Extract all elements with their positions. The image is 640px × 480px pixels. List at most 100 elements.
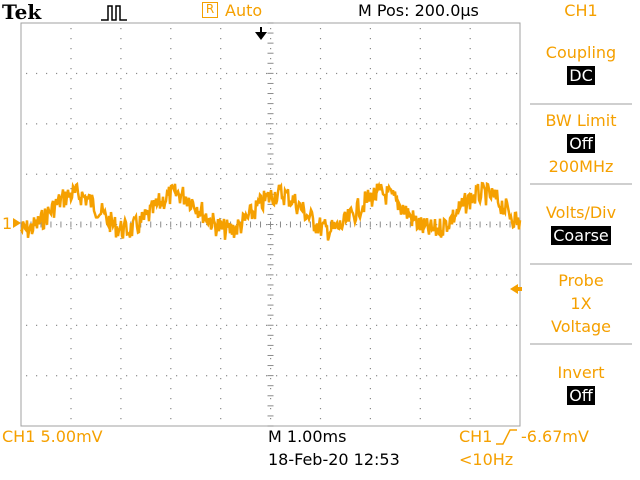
grid-dot xyxy=(319,38,322,40)
grid-dot xyxy=(216,375,218,377)
grid-dot xyxy=(419,298,421,300)
trigger-level-left-arrow-icon xyxy=(510,284,518,294)
grid-dot xyxy=(319,418,322,420)
grid-dot xyxy=(170,118,172,120)
grid-dot xyxy=(416,375,418,377)
grid-dot xyxy=(220,148,222,150)
grid-dot xyxy=(469,188,471,190)
grid-dot xyxy=(369,368,371,370)
grid-dot xyxy=(319,238,322,240)
grid-dot xyxy=(220,338,222,340)
grid-dot xyxy=(419,48,421,50)
grid-dot xyxy=(376,375,378,377)
grid-dot xyxy=(419,68,421,70)
grid-dot xyxy=(469,78,471,80)
grid-dot xyxy=(120,408,122,410)
grid-dot xyxy=(356,224,358,226)
grid-dot xyxy=(366,324,368,326)
grid-dot xyxy=(66,224,68,226)
grid-dot xyxy=(456,274,458,276)
grid-dot xyxy=(120,398,122,400)
grid-dot xyxy=(469,298,471,300)
probe-button[interactable]: Probe 1X Voltage xyxy=(522,269,640,338)
coupling-button[interactable]: Coupling DC xyxy=(522,41,640,87)
channel-menu-title[interactable]: CH1 xyxy=(564,1,598,20)
invert-value: Off xyxy=(567,386,595,405)
grid-dot xyxy=(270,58,272,60)
grid-dot xyxy=(176,123,178,125)
grid-dot xyxy=(319,208,322,210)
grid-dot xyxy=(120,308,122,310)
grid-dot xyxy=(170,268,172,270)
grid-dot xyxy=(469,68,471,70)
grid-dot xyxy=(196,224,198,226)
grid-dot xyxy=(516,72,518,75)
volts-div-button[interactable]: Volts/Div Coarse xyxy=(522,201,640,247)
grid-dot xyxy=(70,38,72,40)
grid-dot xyxy=(216,173,218,175)
bw-limit-button[interactable]: BW Limit Off 200MHz xyxy=(522,109,640,178)
grid-dot xyxy=(170,168,172,170)
menu-separator xyxy=(530,103,632,105)
grid-dot xyxy=(276,123,278,125)
grid-dot xyxy=(176,72,178,75)
grid-dot xyxy=(466,224,468,226)
grid-dot xyxy=(186,375,188,377)
grid-dot xyxy=(476,375,478,377)
grid-dot xyxy=(369,268,371,270)
grid-dot xyxy=(369,408,371,410)
grid-dot xyxy=(220,258,222,260)
grid-dot xyxy=(366,173,368,175)
grid-dot xyxy=(506,72,508,75)
grid-dot xyxy=(170,128,172,130)
grid-dot xyxy=(126,72,128,75)
grid-dot xyxy=(76,324,78,326)
grid-dot xyxy=(226,324,228,326)
grid-dot xyxy=(369,48,371,50)
grid-dot xyxy=(426,324,428,326)
grid-dot xyxy=(369,328,371,330)
grid-dot xyxy=(70,408,72,410)
grid-dot xyxy=(70,418,72,420)
grid-dot xyxy=(206,274,208,276)
grid-dot xyxy=(116,324,118,326)
grid-dot xyxy=(70,288,72,290)
grid-dot xyxy=(319,178,322,180)
grid-dot xyxy=(120,168,122,170)
grid-dot xyxy=(156,274,158,276)
grid-dot xyxy=(319,138,322,140)
grid-dot xyxy=(106,324,108,326)
grid-dot xyxy=(516,375,518,377)
grid-dot xyxy=(116,72,118,75)
grid-dot xyxy=(426,375,428,377)
grid-dot xyxy=(270,308,272,310)
grid-dot xyxy=(319,158,322,160)
grid-dot xyxy=(319,318,322,320)
grid-dot xyxy=(270,38,272,40)
grid-dot xyxy=(369,118,371,120)
trigger-status-badge: R xyxy=(202,2,218,18)
grid-dot xyxy=(76,123,78,125)
grid-dot xyxy=(116,375,118,377)
grid-dot xyxy=(270,108,272,110)
grid-dot xyxy=(469,398,471,400)
grid-dot xyxy=(419,238,421,240)
grid-dot xyxy=(419,258,421,260)
grid-dot xyxy=(26,173,28,175)
grid-dot xyxy=(419,368,421,370)
grid-dot xyxy=(236,173,238,175)
grid-dot xyxy=(456,123,458,125)
grid-dot xyxy=(220,128,222,130)
grid-dot xyxy=(36,324,38,326)
grid-dot xyxy=(76,72,78,75)
invert-button[interactable]: Invert Off xyxy=(522,361,640,407)
grid-dot xyxy=(270,398,272,400)
grid-dot xyxy=(319,168,322,170)
grid-dot xyxy=(466,173,468,175)
grid-dot xyxy=(216,324,218,326)
grid-dot xyxy=(66,123,68,125)
grid-dot xyxy=(266,274,268,276)
grid-dot xyxy=(406,72,408,75)
grid-dot xyxy=(346,375,348,377)
